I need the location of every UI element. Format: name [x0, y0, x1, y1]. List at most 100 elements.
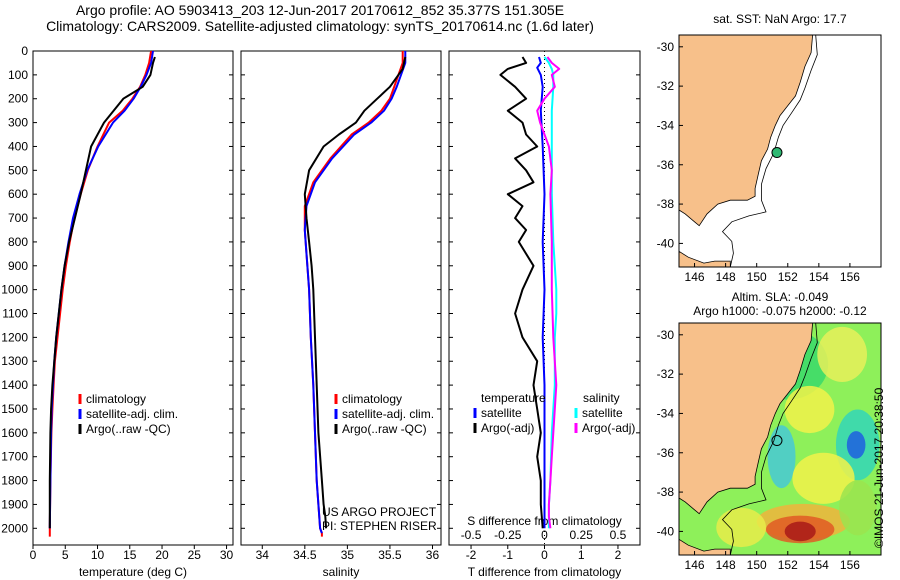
- salinity-xlabel: salinity: [323, 565, 360, 579]
- sla_map-ytick-label: -38: [657, 485, 675, 499]
- sla_map-xtick-label: 152: [778, 558, 798, 572]
- sst_map-xtick-label: 156: [840, 270, 860, 284]
- salinity-frame: [240, 50, 442, 546]
- sla_map-ytick-label: -36: [657, 446, 675, 460]
- difference-xtick-label: -2: [466, 548, 477, 562]
- difference-s-tick-label: -0.25: [494, 528, 522, 542]
- difference-legend-salinity-heading: salinity: [583, 391, 620, 405]
- sla-anomaly-patch: [784, 385, 835, 434]
- sla-anomaly-patch: [792, 452, 855, 504]
- sst_map-group: [678, 34, 882, 268]
- temperature-ytick-label: 1300: [1, 354, 28, 368]
- salinity-legend-satellite-label: satellite-adj. clim.: [342, 407, 434, 421]
- temperature-xtick-label: 0: [30, 548, 37, 562]
- sst_map-xtick-label: 146: [685, 270, 705, 284]
- temperature-ytick-label: 1600: [1, 426, 28, 440]
- sla_map-xtick-label: 146: [685, 558, 705, 572]
- temperature-ytick-label: 600: [8, 187, 28, 201]
- temperature-legend-climatology-label: climatology: [86, 392, 146, 406]
- temperature-series-argo-raw-qc-: [48, 56, 156, 529]
- temperature-ytick-label: 1000: [1, 283, 28, 297]
- salinity-legend-climatology-label: climatology: [342, 392, 402, 406]
- sst_map-xtick-label: 154: [809, 270, 829, 284]
- temperature-xtick-label: 15: [123, 548, 137, 562]
- difference-xtick-label: 2: [615, 548, 622, 562]
- temperature-legend-argo-label: Argo(..raw -QC): [86, 422, 171, 436]
- sla_map-group: [678, 322, 882, 556]
- temperature-ytick-label: 1200: [1, 330, 28, 344]
- sla_map-ytick-label: -32: [657, 367, 675, 381]
- difference-xlabel: T difference from climatology: [468, 565, 622, 579]
- temperature-ytick-label: 1700: [1, 450, 28, 464]
- difference-legend-temperature-argo-label: Argo(-adj): [481, 421, 534, 435]
- difference-legend-salinity-satellite-label: satellite: [582, 406, 623, 420]
- imos-timestamp: ©IMOS 21-Jun-2017 20:38:50: [872, 387, 886, 548]
- difference-xtick-label: 1: [578, 548, 585, 562]
- temperature-legend-satellite-label: satellite-adj. clim.: [86, 407, 178, 421]
- sst_map-ytick-label: -40: [657, 236, 675, 250]
- salinity-xtick-label: 35.5: [378, 548, 402, 562]
- temperature-ytick-label: 1800: [1, 474, 28, 488]
- temperature-ytick-label: 1100: [2, 307, 28, 321]
- salinity-series-argo-raw-qc-: [303, 56, 407, 529]
- sst_map-frame: [678, 34, 882, 268]
- difference-xtick-label: -1: [502, 548, 513, 562]
- sst_map-xtick-label: 152: [778, 270, 798, 284]
- temperature-ytick-label: 300: [8, 116, 28, 130]
- salinity-xtick-label: 36: [426, 548, 440, 562]
- difference-series-argo-adj--salinity: [536, 56, 561, 529]
- temperature-xtick-label: 5: [62, 548, 69, 562]
- sla-anomaly-patch: [716, 507, 767, 548]
- sst_map-xtick-label: 150: [747, 270, 767, 284]
- sla_map-ytick-label: -40: [657, 524, 675, 538]
- sla_map-xtick-label: 148: [716, 558, 736, 572]
- temperature-ytick-label: 1500: [1, 402, 28, 416]
- temperature-xlabel: temperature (deg C): [79, 565, 187, 579]
- temperature-ytick-label: 100: [8, 68, 28, 82]
- sla-anomaly-patch: [846, 431, 866, 459]
- temperature-xtick-label: 25: [188, 548, 202, 562]
- sst_map-title: sat. SST: NaN Argo: 17.7: [713, 12, 847, 26]
- temperature-xtick-label: 30: [220, 548, 234, 562]
- temperature-ytick-label: 900: [8, 259, 28, 273]
- sla_map-float-marker: [771, 435, 783, 447]
- sla-anomaly-patch: [817, 326, 868, 382]
- sla_map-land: [678, 322, 814, 515]
- difference-legend-salinity-argo-label: Argo(-adj): [582, 421, 635, 435]
- sst_map-ytick-label: -36: [657, 158, 675, 172]
- salinity-xtick-label: 34: [256, 548, 270, 562]
- sla-anomaly-patch: [767, 425, 796, 489]
- sst_map-ytick-label: -32: [657, 79, 675, 93]
- sst_map-xtick-label: 148: [716, 270, 736, 284]
- difference-s-tick-label: 0: [541, 528, 548, 542]
- sla_map-xtick-label: 154: [809, 558, 829, 572]
- sla-anomaly-patch: [784, 521, 816, 542]
- sla_map-xtick-label: 150: [747, 558, 767, 572]
- sla_map-title-line1: Altim. SLA: -0.049: [732, 290, 829, 304]
- sst_map-ytick-label: -30: [657, 40, 675, 54]
- sst_map-land: [678, 34, 814, 227]
- difference-series-argo-adj--temperature: [499, 56, 544, 529]
- salinity-xtick-label: 34.5: [293, 548, 317, 562]
- figure-title: Argo profile: AO 5903413_203 12-Jun-2017…: [75, 2, 565, 18]
- sst_map-ytick-label: -38: [657, 197, 675, 211]
- figure-subtitle: Climatology: CARS2009. Satellite-adjuste…: [46, 18, 594, 34]
- temperature-ytick-label: 200: [8, 92, 28, 106]
- temperature-frame: [32, 50, 234, 546]
- project-annotation: US ARGO PROJECT: [322, 505, 437, 519]
- temperature-ytick-label: 400: [8, 139, 28, 153]
- difference-legend-temperature-satellite-label: satellite: [481, 406, 522, 420]
- temperature-ytick-label: 700: [8, 211, 28, 225]
- pi-annotation: PI: STEPHEN RISER: [322, 519, 437, 533]
- difference-legend-temperature-heading: temperature: [481, 391, 546, 405]
- sla_map-ytick-label: -30: [657, 328, 675, 342]
- temperature-ytick-label: 2000: [1, 521, 28, 535]
- difference-s-tick-label: -0.5: [461, 528, 482, 542]
- sst_map-isobath: [721, 34, 818, 268]
- sst_map-float-marker: [771, 147, 783, 159]
- temperature-xtick-label: 20: [155, 548, 169, 562]
- difference-s-tick-label: 0.25: [570, 528, 594, 542]
- temperature-ytick-label: 0: [21, 44, 28, 58]
- sla-anomaly-patch: [839, 480, 877, 536]
